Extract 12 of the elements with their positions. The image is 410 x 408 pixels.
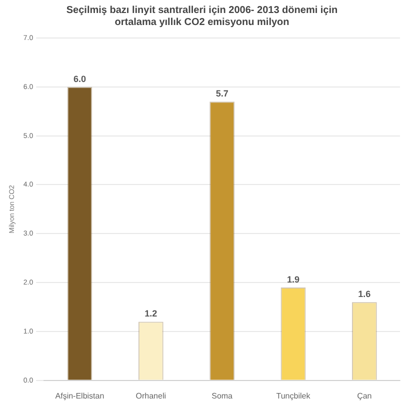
x-tick-label: Orhaneli	[136, 391, 166, 400]
data-label: 5.7	[216, 88, 228, 99]
data-label: 1.2	[144, 308, 158, 319]
x-tick-label: Afşin-Elbistan	[55, 391, 104, 400]
x-tick-label: Tunçbilek	[276, 391, 312, 400]
x-tick-label: Çan	[357, 391, 372, 400]
text: Seçilmiş bazı linyit santralleri için 2006- 2013 dönemi için	[66, 4, 338, 16]
data-label: 6.0	[73, 74, 86, 84]
data-label: 1.6	[358, 289, 371, 300]
data-label: 1.9	[286, 274, 300, 284]
text: ortalama yıllık CO2 emisyonu milyon	[114, 16, 290, 28]
x-tick-label: Soma	[212, 391, 234, 400]
